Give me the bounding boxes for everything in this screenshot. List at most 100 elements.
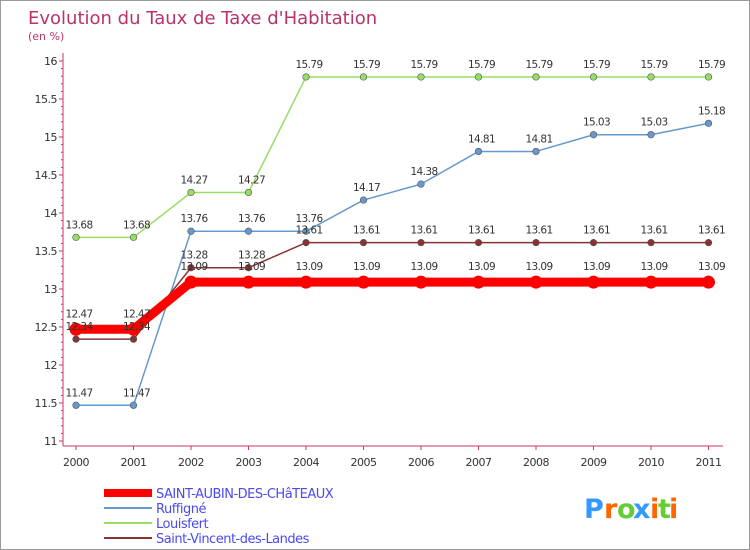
series-point	[359, 196, 368, 204]
series-point	[299, 275, 313, 289]
x-tick-label: 2001	[121, 456, 147, 469]
axes: 11 11.5 12 12.5 13 13.5 14 14.5 15 15.5 16 2000 2001…	[35, 53, 723, 469]
series-point	[589, 131, 598, 139]
data-label: 12.47	[65, 308, 92, 320]
x-tick-label: 2003	[236, 456, 262, 469]
legend-entry: Louisfert	[156, 517, 209, 532]
y-tick-label: 16	[44, 55, 57, 68]
series-line	[76, 241, 709, 340]
series-point	[72, 233, 80, 241]
y-tick-label: 11.5	[35, 397, 58, 410]
y-tick-label: 14	[44, 207, 57, 220]
series-point	[644, 275, 658, 289]
series-point	[589, 239, 598, 247]
series-point	[187, 227, 195, 235]
data-label: 15.79	[295, 59, 322, 71]
logo-letter: x	[633, 494, 650, 525]
data-label: 15.79	[468, 59, 495, 71]
series-layer	[69, 73, 715, 409]
data-label: 12.34	[65, 321, 93, 333]
series-point	[417, 239, 425, 247]
data-label: 15.79	[525, 59, 552, 71]
series-point	[359, 73, 368, 81]
x-tick-label: 2008	[523, 456, 549, 469]
series-point	[129, 401, 138, 409]
x-tick-label: 2002	[178, 456, 204, 469]
logo-letter: i	[650, 494, 659, 525]
data-label: 13.68	[65, 219, 92, 231]
data-label: 13.09	[525, 261, 552, 273]
logo-letter: P	[584, 494, 604, 525]
series-point	[302, 73, 310, 81]
data-label: 15.03	[640, 117, 667, 129]
series-point	[244, 188, 253, 197]
series-point	[302, 239, 310, 247]
data-label: 13.28	[238, 250, 265, 262]
data-label: 15.79	[640, 59, 667, 71]
series-point	[587, 275, 600, 289]
series-point	[704, 239, 713, 247]
series-point	[302, 227, 310, 235]
logo-letter: r	[604, 494, 618, 525]
x-tick-label: 2004	[293, 456, 319, 469]
data-label: 13.09	[353, 261, 380, 273]
series-point	[532, 147, 540, 156]
data-label: 12.47	[123, 308, 150, 320]
series-point	[242, 275, 255, 289]
series-point	[357, 275, 370, 289]
series-point	[129, 335, 138, 343]
series-2	[72, 73, 713, 241]
data-label: 15.79	[410, 59, 437, 71]
series-0	[69, 275, 715, 336]
data-label: 13.76	[180, 213, 208, 225]
legend-entry: SAINT-AUBIN-DES-CHâTEAUX	[156, 487, 334, 502]
data-label: 13.68	[123, 219, 150, 231]
series-point	[474, 73, 483, 81]
x-tick-label: 2009	[581, 456, 607, 469]
logo-letter: i	[669, 494, 678, 525]
data-label-layer: 12.47 12.47 13.09 13.09 13.09 13.09 13.09 13.09…	[65, 59, 725, 399]
series-3	[72, 239, 713, 343]
data-label: 14.81	[525, 133, 552, 145]
series-point	[647, 73, 655, 81]
data-label: 15.79	[583, 59, 610, 71]
x-tick-label: 2010	[638, 456, 664, 469]
series-point	[647, 131, 655, 139]
data-label: 13.76	[295, 213, 323, 225]
series-point	[244, 227, 253, 235]
data-label: 14.81	[468, 133, 495, 145]
logo-letter: o	[617, 494, 636, 525]
x-tick-label: 2011	[696, 456, 722, 469]
data-label: 15.79	[353, 59, 380, 71]
data-label: 13.61	[410, 225, 437, 237]
series-point	[359, 239, 368, 247]
y-tick-label: 14.5	[35, 169, 58, 182]
x-tick-label: 2005	[351, 456, 377, 469]
data-label: 13.61	[353, 225, 380, 237]
data-label: 13.61	[640, 225, 667, 237]
series-point	[417, 180, 425, 188]
series-point	[474, 239, 483, 247]
data-label: 13.09	[295, 261, 322, 273]
data-label: 13.61	[698, 225, 725, 237]
data-label: 13.28	[180, 250, 207, 262]
logo-letter: t	[658, 494, 671, 525]
y-tick-label: 12.5	[35, 321, 58, 334]
data-label: 15.18	[698, 105, 725, 117]
data-label: 11.47	[123, 387, 150, 399]
series-point	[187, 264, 195, 272]
series-point	[647, 239, 655, 247]
y-tick-label: 13.5	[35, 245, 58, 258]
data-label: 15.03	[583, 117, 610, 129]
data-label: 13.09	[698, 261, 725, 273]
series-point	[704, 73, 713, 81]
data-label: 15.79	[698, 59, 725, 71]
y-tick-label: 15.5	[35, 93, 58, 106]
series-point	[187, 188, 195, 197]
data-label: 14.27	[180, 174, 207, 186]
series-point	[532, 73, 540, 81]
chart-subtitle: (en %)	[28, 30, 64, 43]
